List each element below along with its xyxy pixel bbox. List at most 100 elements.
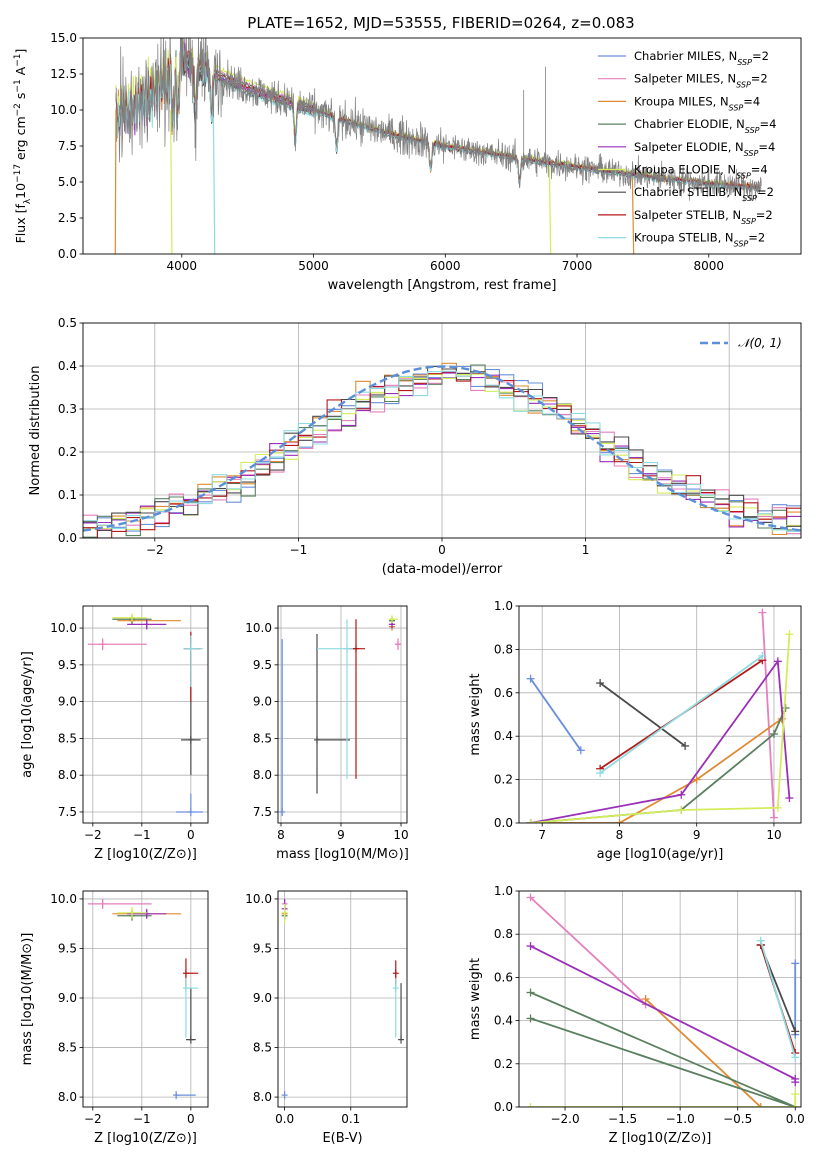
y-tick-label: 9.0 (58, 695, 77, 709)
mass-weight-line (530, 634, 791, 823)
y-label-part: −2 (13, 103, 23, 116)
x-tick-label: −2.0 (550, 1112, 579, 1126)
legend-label-sub: SSP (729, 103, 744, 112)
x-axis-label: wavelength [Angstrom, rest frame] (328, 278, 557, 293)
x-tick-label: −1 (290, 543, 308, 557)
plot-area (278, 891, 407, 1107)
plot-area (83, 606, 208, 823)
legend-label-sub: SSP (744, 148, 759, 157)
legend-label-sub: SSP (734, 239, 749, 248)
x-tick-label: −2 (84, 1112, 102, 1126)
legend-label-name: Chabrier STELIB, N (634, 185, 742, 199)
y-tick-label: 9.5 (58, 941, 77, 955)
x-axis-label: Z [log10(Z/Z⊙)] (609, 1131, 712, 1146)
data-point (317, 619, 353, 779)
y-label-part: A (13, 66, 28, 79)
x-axis-label: E(B-V) (322, 1131, 362, 1146)
legend-label: Chabrier STELIB, NSSP=2 (634, 185, 774, 203)
data-point (176, 793, 204, 816)
legend-label: Kroupa MILES, NSSP=4 (634, 94, 760, 112)
y-tick-label: 1.0 (494, 884, 513, 898)
y-tick-label: 0.6 (494, 970, 513, 984)
axes-frame (277, 890, 408, 1108)
x-tick-label: 7 (538, 828, 546, 842)
y-tick-label: 0.3 (58, 402, 77, 416)
panel-residual-histogram: −2 −1 0 1 2 0.0 0.1 0.2 0.3 0.4 0.5 (data-model)/er… (28, 316, 802, 577)
legend-label: Chabrier MILES, NSSP=2 (634, 49, 769, 67)
legend-label-name: Salpeter MILES, N (634, 72, 736, 86)
y-tick-label: 0.8 (494, 927, 513, 941)
x-tick-label: 8000 (694, 259, 725, 273)
legend-label: Salpeter STELIB, NSSP=2 (634, 208, 773, 226)
data-point (347, 619, 365, 779)
mass-weight-line (530, 991, 796, 1107)
legend-label-value: =2 (756, 208, 773, 222)
histogram-step-line (83, 365, 801, 532)
legend-label-name: Kroupa MILES, N (634, 94, 729, 108)
legend-label: Kroupa STELIB, NSSP=2 (634, 231, 765, 249)
y-axis-label: mass weight (468, 958, 483, 1040)
x-tick-label: 0 (187, 1112, 195, 1126)
x-tick-label: 8 (277, 828, 285, 842)
x-tick-label: 1 (582, 543, 590, 557)
y-tick-label: 0.6 (494, 686, 513, 700)
panel-spectrum: 4000 5000 6000 7000 8000 0.0 2.5 5.0 7.5 10.0 12.5… (13, 31, 802, 293)
axes-frame (82, 890, 209, 1108)
figure-title: PLATE=1652, MJD=53555, FIBERID=0264, z=0… (247, 14, 634, 32)
plot-area (83, 323, 801, 538)
legend-label-sub: SSP (737, 58, 752, 67)
x-tick-label: −1 (133, 828, 151, 842)
y-tick-label: 0.4 (494, 1014, 513, 1028)
axes-frame (82, 605, 209, 824)
observed-spectrum-line (115, 38, 762, 203)
legend-label-value: =4 (743, 94, 760, 108)
y-tick-label: 9.5 (253, 658, 272, 672)
x-axis-label: (data-model)/error (382, 562, 503, 577)
x-tick-label: −0.5 (723, 1112, 752, 1126)
chart-panels: 4000 5000 6000 7000 80000.02.55.07.510.012.5… (13, 31, 805, 1146)
y-axis-label: Normed distribution (28, 366, 43, 496)
y-tick-label: 10.0 (245, 621, 272, 635)
y-tick-label: 10.0 (50, 103, 77, 117)
data-point (395, 638, 401, 651)
y-label-part: λ (23, 198, 33, 204)
mass-weight-line (530, 1094, 797, 1107)
legend-label-value: =2 (748, 231, 765, 245)
legend-label-value: =2 (751, 72, 768, 86)
legend-label-sub: SSP (736, 171, 751, 180)
legend-label-value: =2 (752, 49, 769, 63)
mass-weight-line (530, 718, 783, 823)
legend-label-name: Salpeter STELIB, N (634, 208, 741, 222)
x-tick-label: 0 (438, 543, 446, 557)
x-tick-label: 8 (616, 828, 624, 842)
y-tick-label: 0.0 (494, 816, 513, 830)
y-tick-label: 0.5 (58, 316, 77, 330)
mass-weight-line (599, 682, 686, 747)
plot-area (83, 891, 208, 1107)
data-point (281, 1091, 288, 1100)
x-tick-label: 5000 (298, 259, 329, 273)
legend-label: Kroupa ELODIE, NSSP=4 (634, 163, 768, 181)
x-tick-label: 0.0 (786, 1112, 805, 1126)
axes-frame (277, 605, 408, 824)
y-tick-label: 2.5 (58, 211, 77, 225)
mass-weight-line (761, 612, 775, 818)
y-tick-label: 9.0 (253, 695, 272, 709)
x-tick-label: 7000 (562, 259, 593, 273)
y-tick-label: 9.0 (253, 991, 272, 1005)
axes-frame (82, 37, 802, 255)
data-point (112, 613, 147, 622)
legend-label: Chabrier ELODIE, NSSP=4 (634, 117, 776, 135)
mass-weight-line (529, 678, 582, 751)
y-tick-label: 0.8 (494, 642, 513, 656)
legend-label-name: Kroupa STELIB, N (634, 231, 734, 245)
y-axis-label: mass [log10(M/M⊙)] (20, 933, 35, 1066)
legend-label-value: =4 (760, 117, 777, 131)
histogram-step-line (83, 370, 801, 532)
y-label-part: −1 (13, 79, 23, 92)
y-label-part: −17 (13, 164, 23, 183)
data-point (398, 983, 405, 1044)
x-axis-label: Z [log10(Z/Z⊙)] (94, 847, 197, 862)
x-tick-label: 10 (393, 828, 408, 842)
data-point (87, 898, 152, 909)
